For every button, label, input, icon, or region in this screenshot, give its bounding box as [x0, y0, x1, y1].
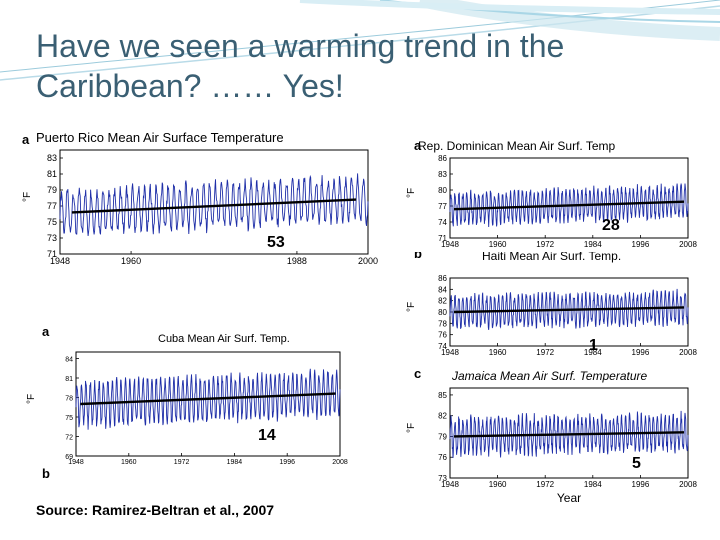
y-tick-label: 74 [438, 342, 447, 351]
y-tick-label: 69 [65, 454, 73, 461]
label-dominican-republic: 28 [602, 217, 620, 234]
label-jamaica: 5 [632, 455, 641, 472]
label-haiti: 1 [589, 337, 598, 354]
x-tick-label: 1960 [121, 459, 137, 466]
temperature-series-line [449, 288, 689, 330]
chart-title: Jamaica Mean Air Surf. Temperature [451, 369, 648, 383]
y-tick-label: 75 [47, 217, 57, 227]
trend-line [453, 200, 685, 211]
x-tick-label: 2008 [679, 240, 697, 249]
y-tick-label: 81 [65, 376, 73, 383]
label-cuba: 14 [258, 427, 276, 444]
chart-title: Cuba Mean Air Surf. Temp. [158, 333, 290, 345]
x-tick-label: 2000 [358, 256, 378, 266]
slide-title-line-1: Have we seen a warming trend in the [36, 28, 565, 64]
y-tick-label: 76 [438, 453, 447, 462]
y-tick-label: 79 [47, 185, 57, 195]
chart-jamaica: Jamaica Mean Air Surf. Temperature c °F 73 7… [402, 366, 708, 506]
y-tick-label: 78 [65, 396, 73, 403]
x-tick-label: 1996 [632, 348, 650, 357]
x-tick-label: 1984 [584, 348, 602, 357]
x-tick-label: 1960 [121, 256, 141, 266]
y-tick-label: 77 [438, 202, 447, 211]
chart-puerto-rico: Puerto Rico Mean Air Surface Temperature… [18, 126, 390, 272]
x-tick-label: 1948 [441, 480, 459, 489]
y-tick-label: 75 [65, 415, 73, 422]
chart-dominican-republic: Rep. Dominican Mean Air Surf. Temp a °F 71 7… [402, 134, 708, 252]
y-tick-label: 84 [65, 357, 73, 364]
y-tick-label: 73 [47, 233, 57, 243]
panel-letter: b [414, 252, 422, 261]
y-axis-label: °F [406, 302, 417, 312]
chart-title: Puerto Rico Mean Air Surface Temperature [36, 130, 284, 145]
chart-title: Rep. Dominican Mean Air Surf. Temp [418, 139, 616, 153]
temperature-series-line [449, 182, 689, 228]
slide-title: Have we seen a warming trend in the Cari… [36, 26, 676, 106]
y-tick-label: 73 [438, 474, 447, 483]
x-tick-label: 1948 [50, 256, 70, 266]
x-tick-label: 1972 [174, 459, 190, 466]
y-tick-label: 77 [47, 201, 57, 211]
y-tick-label: 86 [438, 154, 447, 163]
y-tick-label: 71 [438, 234, 447, 243]
y-tick-label: 76 [438, 331, 447, 340]
y-tick-label: 82 [438, 297, 447, 306]
x-tick-label: 1948 [441, 240, 459, 249]
y-axis-label: °F [26, 394, 37, 404]
x-axis-label: Year [557, 491, 581, 505]
y-tick-label: 79 [438, 432, 447, 441]
label-puerto-rico: 53 [267, 234, 285, 251]
x-tick-label: 1972 [536, 480, 554, 489]
header-swoosh-decoration [0, 0, 720, 81]
trend-line [80, 392, 336, 406]
slide-title-line-2: Caribbean? …… Yes! [36, 68, 344, 104]
x-tick-label: 1988 [287, 256, 307, 266]
x-tick-label: 1960 [489, 240, 507, 249]
y-axis-label: °F [406, 188, 417, 198]
trend-line [71, 198, 357, 214]
y-tick-label: 85 [438, 391, 447, 400]
y-tick-label: 80 [438, 186, 447, 195]
panel-letter: c [414, 366, 421, 381]
y-axis-label: °F [406, 423, 417, 433]
trend-line [453, 306, 685, 314]
x-tick-label: 1996 [632, 480, 650, 489]
panel-letter: a [414, 138, 422, 153]
x-tick-label: 1972 [536, 240, 554, 249]
y-tick-label: 80 [438, 308, 447, 317]
y-tick-label: 82 [438, 412, 447, 421]
x-tick-label: 2008 [679, 480, 697, 489]
y-tick-label: 72 [65, 435, 73, 442]
x-tick-label: 1948 [68, 459, 84, 466]
y-tick-label: 74 [438, 218, 447, 227]
x-tick-label: 1960 [489, 348, 507, 357]
panel-letter-bottom: b [42, 466, 50, 480]
y-tick-label: 83 [47, 153, 57, 163]
y-tick-label: 86 [438, 274, 447, 283]
y-tick-label: 81 [47, 169, 57, 179]
y-tick-label: 83 [438, 170, 447, 179]
chart-haiti: Haiti Mean Air Surf. Temp. b °F 74 76 78 80 82 8… [402, 252, 708, 364]
chart-cuba: Cuba Mean Air Surf. Temp. a b °F 69 72 75 78 81 8… [22, 322, 360, 480]
x-tick-label: 1984 [584, 480, 602, 489]
y-tick-label: 84 [438, 285, 447, 294]
y-tick-label: 78 [438, 319, 447, 328]
x-tick-label: 1984 [227, 459, 243, 466]
x-tick-label: 2008 [679, 348, 697, 357]
chart-title: Haiti Mean Air Surf. Temp. [482, 252, 621, 263]
panel-letter: a [42, 324, 50, 339]
x-tick-label: 1996 [632, 240, 650, 249]
y-axis-label: °F [22, 192, 33, 202]
source-citation: Source: Ramirez-Beltran et al., 2007 [36, 502, 275, 518]
y-tick-label: 71 [47, 249, 57, 259]
x-tick-label: 1960 [489, 480, 507, 489]
x-tick-label: 2008 [332, 459, 348, 466]
trend-line [453, 431, 685, 438]
x-tick-label: 1948 [441, 348, 459, 357]
panel-letter: a [22, 132, 30, 147]
x-tick-label: 1972 [536, 348, 554, 357]
x-tick-label: 1996 [279, 459, 295, 466]
x-tick-label: 1984 [584, 240, 602, 249]
